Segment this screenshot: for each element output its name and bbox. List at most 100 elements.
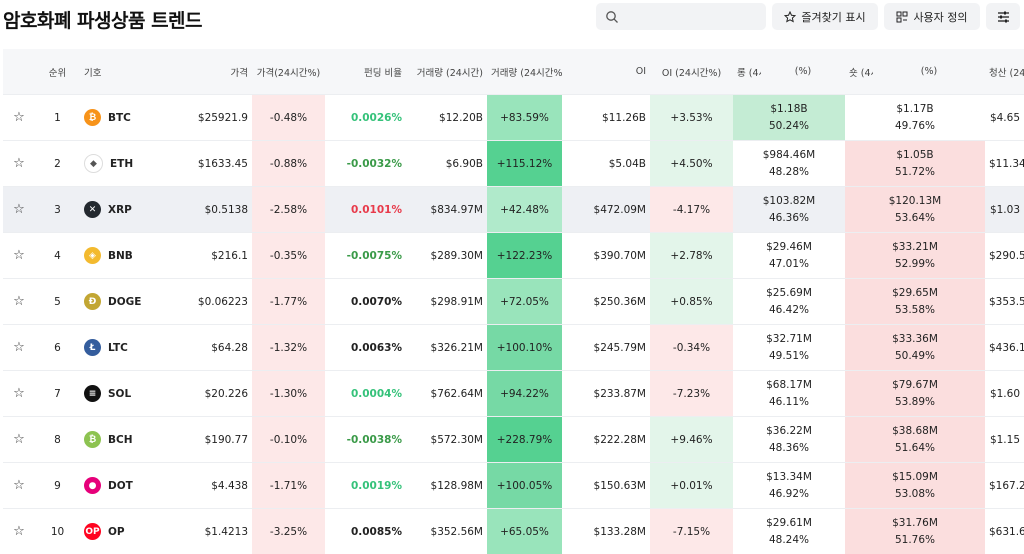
favorite-star-icon[interactable]: ☆ [13, 478, 25, 493]
price-cell: $216.1 [160, 233, 252, 279]
price-cell: $20.226 [160, 371, 252, 417]
volume-change-cell: +122.23% [487, 233, 562, 279]
short-amount: $120.13M [849, 193, 981, 210]
symbol-label: BNB [108, 250, 133, 262]
long-percent: 46.11% [737, 394, 841, 411]
liquidation-cell: $4.65 [985, 95, 1024, 141]
bch-coin-icon: ₿ [84, 431, 101, 448]
volume-cell: $128.98M [406, 463, 487, 509]
col-oi[interactable]: OI [562, 49, 650, 95]
long-percent: 48.28% [737, 164, 841, 181]
ltc-coin-icon: Ł [84, 339, 101, 356]
short-percent: 51.72% [849, 164, 981, 181]
filter-button[interactable] [986, 3, 1020, 30]
col-volume[interactable]: 거래량 (24시간) [406, 49, 487, 95]
liquidation-cell: $353.54 [985, 279, 1024, 325]
short-amount: $1.17B [849, 101, 981, 118]
col-oi-change[interactable]: OI (24시간%) [650, 49, 733, 95]
coin-link[interactable]: ₿BTC [84, 109, 156, 126]
favorite-star-icon[interactable]: ☆ [13, 340, 25, 355]
coin-link[interactable]: ◆ETH [84, 154, 156, 173]
table-row[interactable]: ☆1₿BTC$25921.9-0.48%0.0026%$12.20B+83.59… [3, 95, 1024, 141]
volume-cell: $326.21M [406, 325, 487, 371]
coin-link[interactable]: ◈BNB [84, 247, 156, 264]
table-row[interactable]: ☆7≡SOL$20.226-1.30%0.0004%$762.64M+94.22… [3, 371, 1024, 417]
col-symbol[interactable]: 기호 [80, 49, 160, 95]
price-change-cell: -1.71% [252, 463, 325, 509]
favorite-star-icon[interactable]: ☆ [13, 524, 25, 539]
favorite-star-icon[interactable]: ☆ [13, 432, 25, 447]
col-favorite [3, 49, 35, 95]
op-coin-icon: OP [84, 523, 101, 540]
col-short-pct[interactable]: (%) [873, 49, 985, 95]
short-percent: 52.99% [849, 256, 981, 273]
dot-coin-icon: ● [84, 477, 101, 494]
coin-link[interactable]: ≡ SOL [84, 385, 156, 402]
col-long-pct[interactable]: (%) [761, 49, 845, 95]
col-funding[interactable]: 펀딩 비율 [325, 49, 406, 95]
short-amount: $15.09M [849, 469, 981, 486]
favorite-star-icon[interactable]: ☆ [13, 110, 25, 125]
favorite-star-icon[interactable]: ☆ [13, 156, 25, 171]
favorite-star-icon[interactable]: ☆ [13, 294, 25, 309]
symbol-label: LTC [108, 342, 128, 354]
table-row[interactable]: ☆3✕XRP$0.5138-2.58%0.0101%$834.97M+42.48… [3, 187, 1024, 233]
volume-change-cell: +228.79% [487, 417, 562, 463]
derivatives-table: 순위 기호 가격 가격(24시간%) 펀딩 비율 거래량 (24시간) 거래량 … [3, 49, 1024, 554]
short-percent: 49.76% [849, 118, 981, 135]
col-price-change[interactable]: 가격(24시간%) [252, 49, 325, 95]
oi-cell: $150.63M [562, 463, 650, 509]
coin-link[interactable]: Ð DOGE [84, 293, 156, 310]
favorites-button[interactable]: 즐겨찾기 표시 [772, 3, 878, 30]
coin-link[interactable]: Ł LTC [84, 339, 156, 356]
favorite-star-icon[interactable]: ☆ [13, 248, 25, 263]
favorite-star-icon[interactable]: ☆ [13, 202, 25, 217]
volume-cell: $352.56M [406, 509, 487, 554]
symbol-label: DOGE [108, 296, 141, 308]
table-row[interactable]: ☆4◈BNB$216.1-0.35%-0.0075%$289.30M+122.2… [3, 233, 1024, 279]
col-volume-change[interactable]: 거래량 (24시간%) [487, 49, 562, 95]
long-amount: $29.46M [737, 239, 841, 256]
col-short[interactable]: 숏 (4시간) [845, 49, 873, 95]
eth-coin-icon: ◆ [84, 154, 103, 173]
short-amount: $38.68M [849, 423, 981, 440]
volume-cell: $289.30M [406, 233, 487, 279]
funding-cell: 0.0019% [325, 463, 406, 509]
table-row[interactable]: ☆2◆ETH$1633.45-0.88%-0.0032%$6.90B+115.1… [3, 141, 1024, 187]
oi-cell: $390.70M [562, 233, 650, 279]
col-liquidation[interactable]: 청산 (24시 [985, 49, 1024, 95]
col-price[interactable]: 가격 [160, 49, 252, 95]
coin-link[interactable]: ●DOT [84, 477, 156, 494]
symbol-label: SOL [108, 388, 131, 400]
oi-change-cell: +4.50% [650, 141, 733, 187]
long-percent: 46.92% [737, 486, 841, 503]
favorite-star-icon[interactable]: ☆ [13, 386, 25, 401]
col-rank[interactable]: 순위 [35, 49, 80, 95]
customize-button[interactable]: 사용자 정의 [884, 3, 980, 30]
funding-cell: 0.0101% [325, 187, 406, 233]
doge-coin-icon: Ð [84, 293, 101, 310]
table-row[interactable]: ☆8₿BCH$190.77-0.10%-0.0038%$572.30M+228.… [3, 417, 1024, 463]
long-amount: $68.17M [737, 377, 841, 394]
search-input[interactable] [596, 3, 766, 30]
coin-link[interactable]: ✕XRP [84, 201, 156, 218]
col-long[interactable]: 롱 (4시간) [733, 49, 761, 95]
coin-link[interactable]: ₿BCH [84, 431, 156, 448]
sol-coin-icon: ≡ [84, 385, 101, 402]
price-cell: $190.77 [160, 417, 252, 463]
volume-cell: $572.30M [406, 417, 487, 463]
table-row[interactable]: ☆9●DOT$4.438-1.71%0.0019%$128.98M+100.05… [3, 463, 1024, 509]
long-percent: 46.36% [737, 210, 841, 227]
oi-cell: $133.28M [562, 509, 650, 554]
